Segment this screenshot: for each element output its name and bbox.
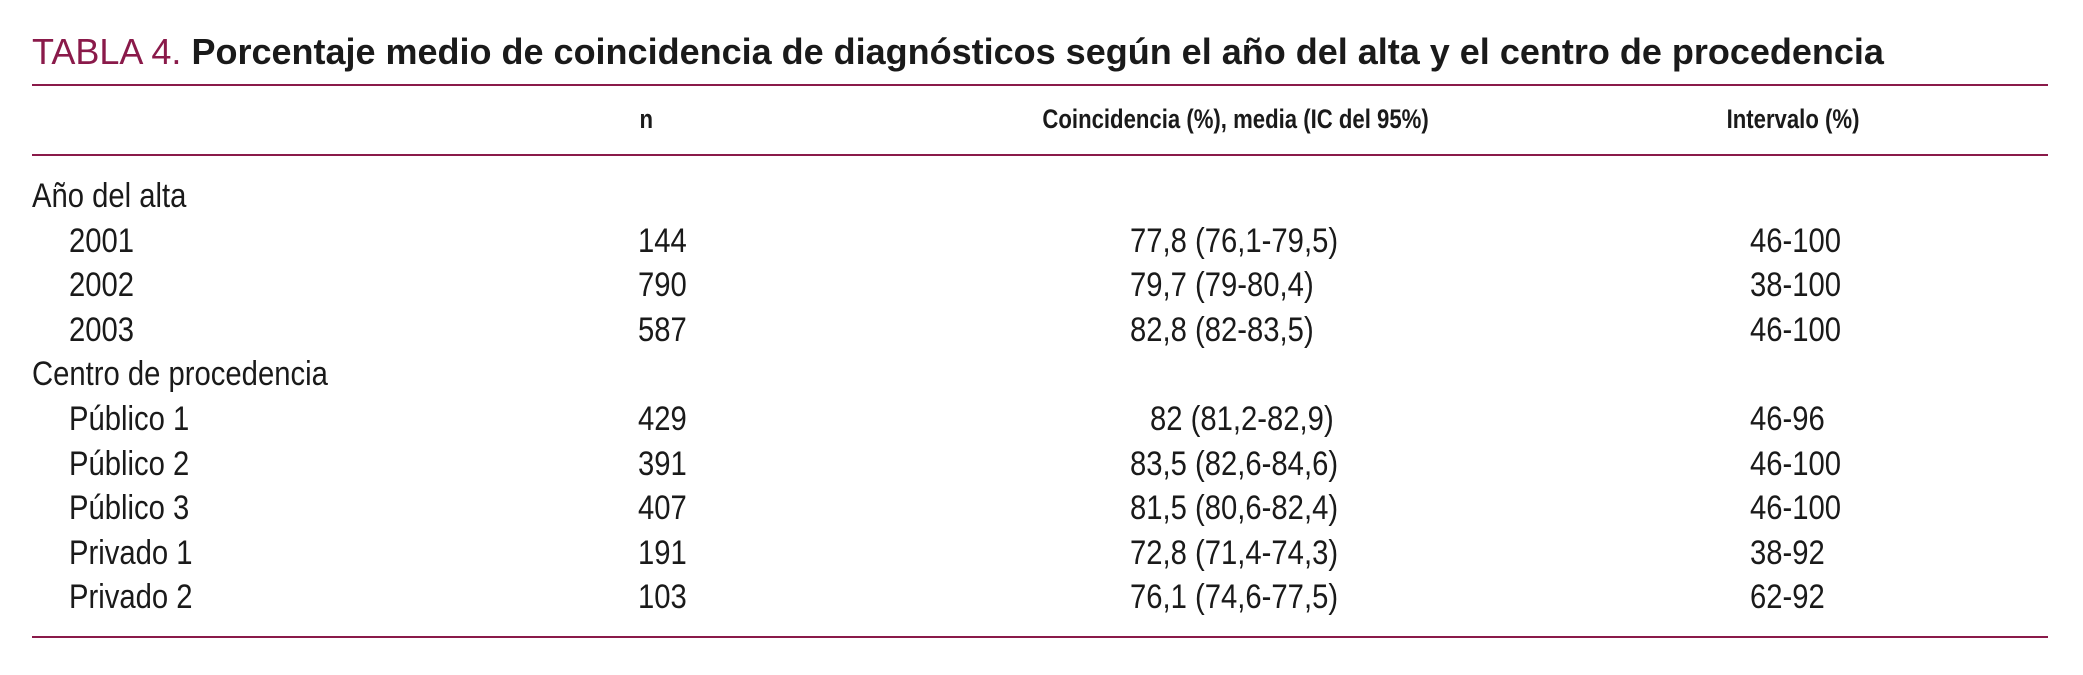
table-header: n Coincidencia (%), media (IC del 95%) I… bbox=[32, 86, 2048, 154]
header-rule bbox=[32, 154, 2048, 156]
row-intervalo: 62-92 bbox=[1750, 578, 1825, 617]
row-label: Público 3 bbox=[69, 489, 190, 528]
row-n: 391 bbox=[638, 444, 687, 483]
table-row: Privado 2 103 76,1 (74,6-77,5) 62-92 bbox=[32, 575, 2048, 620]
row-coincidencia: 82,8 (82-83,5) bbox=[1130, 310, 1314, 349]
row-n: 103 bbox=[638, 578, 687, 617]
row-intervalo: 38-92 bbox=[1750, 533, 1825, 572]
row-intervalo: 38-100 bbox=[1750, 266, 1842, 305]
table-body: Año del alta 2001 144 77,8 (76,1-79,5) 4… bbox=[32, 156, 2048, 636]
results-table: TABLA 4. Porcentaje medio de coincidenci… bbox=[32, 28, 2048, 638]
header-intervalo: Intervalo (%) bbox=[1726, 104, 1860, 134]
row-coincidencia: 81,5 (80,6-82,4) bbox=[1130, 489, 1339, 528]
table-row: Privado 1 191 72,8 (71,4-74,3) 38-92 bbox=[32, 531, 2048, 576]
row-n: 144 bbox=[638, 221, 687, 260]
header-n: n bbox=[639, 104, 654, 134]
row-n: 587 bbox=[638, 310, 687, 349]
row-label: 2002 bbox=[69, 266, 135, 305]
table-title: Porcentaje medio de coincidencia de diag… bbox=[191, 31, 1884, 72]
table-row: Público 2 391 83,5 (82,6-84,6) 46-100 bbox=[32, 442, 2048, 487]
table-row: 2002 790 79,7 (79-80,4) 38-100 bbox=[32, 263, 2048, 308]
row-coincidencia: 77,8 (76,1-79,5) bbox=[1130, 221, 1339, 260]
row-label: 2003 bbox=[69, 310, 135, 349]
table-row: Público 3 407 81,5 (80,6-82,4) 46-100 bbox=[32, 486, 2048, 531]
table-row: 2003 587 82,8 (82-83,5) 46-100 bbox=[32, 308, 2048, 353]
section-heading-row: Año del alta bbox=[32, 174, 2048, 219]
row-n: 429 bbox=[638, 399, 687, 438]
row-intervalo: 46-100 bbox=[1750, 221, 1842, 260]
bottom-rule bbox=[32, 635, 2048, 638]
row-intervalo: 46-100 bbox=[1750, 444, 1842, 483]
row-n: 191 bbox=[638, 533, 687, 572]
row-label: Privado 1 bbox=[69, 533, 193, 572]
section-heading: Centro de procedencia bbox=[32, 355, 328, 394]
row-label: Privado 2 bbox=[69, 578, 193, 617]
row-coincidencia: 83,5 (82,6-84,6) bbox=[1130, 444, 1339, 483]
row-label: Público 1 bbox=[69, 399, 190, 438]
table-row: Público 1 429 82 (81,2-82,9) 46-96 bbox=[32, 397, 2048, 442]
row-label: 2001 bbox=[69, 221, 135, 260]
row-label: Público 2 bbox=[69, 444, 190, 483]
row-intervalo: 46-100 bbox=[1750, 310, 1842, 349]
row-coincidencia: 79,7 (79-80,4) bbox=[1130, 266, 1314, 305]
table-number: TABLA 4. bbox=[32, 31, 182, 72]
row-coincidencia: 72,8 (71,4-74,3) bbox=[1130, 533, 1339, 572]
table-caption: TABLA 4. Porcentaje medio de coincidenci… bbox=[32, 28, 2048, 84]
section-heading: Año del alta bbox=[32, 177, 187, 215]
section-heading-row: Centro de procedencia bbox=[32, 352, 2048, 397]
table-row: 2001 144 77,8 (76,1-79,5) 46-100 bbox=[32, 219, 2048, 264]
row-n: 407 bbox=[638, 489, 687, 528]
row-intervalo: 46-96 bbox=[1750, 399, 1825, 438]
top-rule bbox=[32, 84, 2048, 86]
row-n: 790 bbox=[638, 266, 687, 305]
row-intervalo: 46-100 bbox=[1750, 489, 1842, 528]
row-coincidencia: 76,1 (74,6-77,5) bbox=[1130, 578, 1339, 617]
row-coincidencia: 82 (81,2-82,9) bbox=[1150, 399, 1334, 438]
header-coincidencia: Coincidencia (%), media (IC del 95%) bbox=[1042, 104, 1429, 134]
